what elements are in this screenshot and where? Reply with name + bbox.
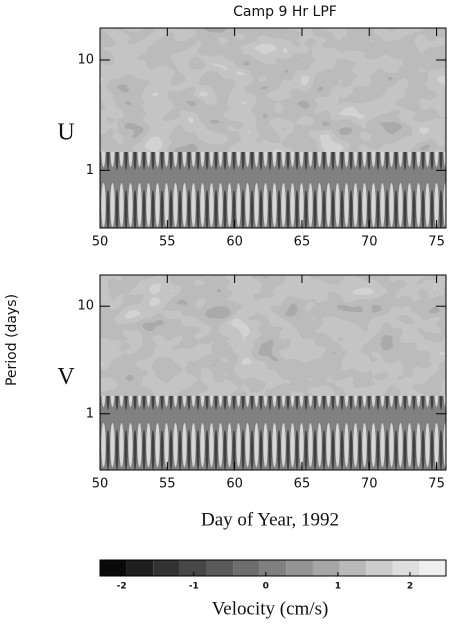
plot-frame (99, 274, 447, 471)
heatmap-field (100, 152, 446, 228)
colorbar-box (419, 560, 446, 576)
colorbar-box (233, 560, 260, 576)
y-tick-label: 10 (77, 299, 94, 314)
panel-label: U (57, 120, 74, 146)
colorbar-frame (99, 559, 447, 577)
colorbar-tick-label: -1 (189, 582, 199, 592)
x-tick-label: 50 (92, 477, 109, 492)
x-tick-label: 55 (159, 477, 176, 492)
colorbar-box (259, 560, 287, 576)
x-tick-label: 60 (226, 235, 243, 250)
colorbar-tick-label: 1 (335, 582, 341, 592)
colorbar-box (126, 560, 154, 576)
x-tick-label: 50 (92, 235, 109, 250)
colorbar-box (179, 560, 207, 576)
x-tick-label: 60 (226, 477, 243, 492)
colorbar-label: Velocity (cm/s) (212, 598, 329, 619)
x-tick-label: 70 (361, 477, 378, 492)
colorbar-tick-label: 2 (407, 582, 413, 592)
colorbar-box (312, 560, 340, 576)
x-tick-label: 55 (159, 235, 176, 250)
colorbar-box (286, 560, 313, 576)
colorbar-tick-label: -2 (117, 582, 127, 592)
colorbar-box (153, 560, 180, 576)
colorbar-tick-label: 0 (263, 582, 269, 592)
x-tick-label: 70 (361, 235, 378, 250)
chart-title: Camp 9 Hr LPF (233, 4, 337, 20)
x-tick-label: 75 (428, 477, 445, 492)
x-tick-label: 75 (428, 235, 445, 250)
heatmap-field (100, 395, 446, 470)
y-axis-label: Period (days) (4, 294, 20, 386)
x-tick-label: 65 (294, 477, 311, 492)
y-tick-label: 10 (77, 52, 94, 67)
heatmap-field (100, 28, 446, 152)
x-axis-label: Day of Year, 1992 (201, 509, 339, 530)
heatmap-field (100, 275, 446, 396)
y-tick-label: 1 (86, 163, 94, 178)
y-tick-label: 1 (86, 406, 94, 421)
colorbar-box (392, 560, 420, 576)
panel-label: V (57, 364, 75, 390)
plot-frame (99, 27, 447, 229)
x-tick-label: 65 (294, 235, 311, 250)
colorbar-box (100, 560, 127, 576)
colorbar-box (339, 560, 367, 576)
colorbar-box (366, 560, 393, 576)
colorbar-box (206, 560, 234, 576)
